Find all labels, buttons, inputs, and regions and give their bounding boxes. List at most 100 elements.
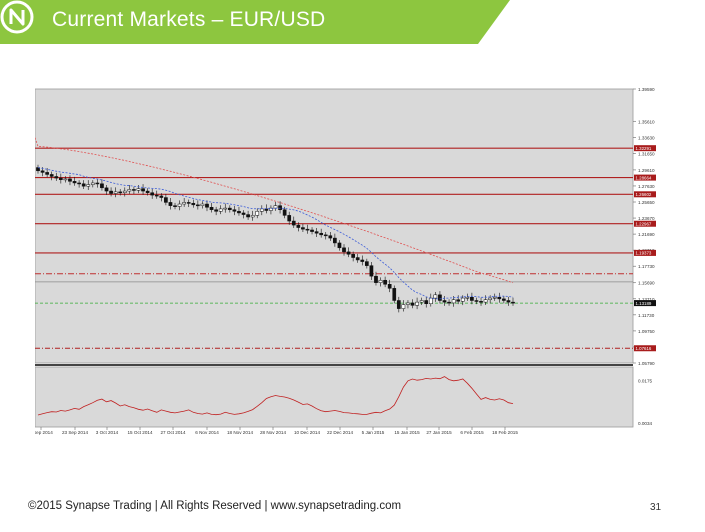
- candle-body: [132, 189, 136, 191]
- price-tick-label: 1.09750: [638, 329, 655, 334]
- candle-body: [442, 300, 447, 303]
- banner-background: [0, 0, 510, 44]
- resistance-price-label: 1.26602: [636, 192, 652, 197]
- candle-body: [218, 208, 223, 212]
- x-tick-label: 28 Nov 2014: [260, 430, 286, 435]
- candle-body: [54, 176, 59, 179]
- candle-body: [136, 188, 141, 191]
- candle-body: [264, 208, 269, 211]
- candle-body: [109, 190, 113, 194]
- candle-body: [310, 229, 314, 232]
- resistance-price-tag: [634, 220, 656, 227]
- candle-body: [40, 170, 45, 173]
- candle-body: [214, 209, 218, 212]
- resistance-price-label: 1.07616: [636, 346, 652, 351]
- candle-body: [255, 211, 260, 216]
- candle-body: [364, 261, 369, 266]
- price-tick-label: 1.25650: [638, 200, 655, 205]
- candle-body: [150, 192, 155, 196]
- candle-body: [164, 197, 168, 203]
- candle-body: [182, 202, 187, 205]
- candle-body: [305, 228, 310, 231]
- synapse-logo-icon: [0, 0, 34, 34]
- price-panel: [34, 88, 634, 364]
- resistance-price-label: 1.19373: [636, 251, 652, 256]
- candle-body: [410, 302, 415, 306]
- indicator-panel: [34, 366, 634, 428]
- x-tick-label: 27 Jan 2015: [426, 430, 452, 435]
- candle-body: [428, 297, 433, 304]
- candle-body: [401, 304, 406, 309]
- resistance-price-label: 1.32291: [636, 146, 652, 151]
- current-price-label: 1.13189: [636, 301, 652, 306]
- candle-body: [127, 189, 132, 192]
- candle-body: [278, 205, 282, 210]
- candle-body: [209, 207, 214, 210]
- candle-body: [191, 202, 196, 206]
- candle-body: [319, 232, 324, 236]
- candle-body: [447, 301, 451, 304]
- candle-body: [154, 194, 159, 197]
- x-tick-label: 9 Sep 2014: [35, 430, 53, 435]
- candle-body: [186, 202, 191, 204]
- footer-copyright: ©2015 Synapse Trading | All Rights Reser…: [28, 500, 402, 512]
- candle-body: [374, 275, 378, 283]
- fast-moving-average: [37, 167, 514, 300]
- candle-body: [200, 203, 205, 206]
- candle-body: [113, 191, 118, 194]
- candle-body: [246, 214, 250, 218]
- candle-body: [273, 205, 278, 209]
- resistance-price-tag: [634, 191, 656, 198]
- candle-body: [227, 207, 232, 210]
- price-tick-label: 1.29610: [638, 168, 655, 173]
- price-tick-label: 1.05790: [638, 361, 655, 366]
- candle-body: [328, 235, 333, 239]
- candle-body: [506, 300, 511, 303]
- price-tick-label: 1.33630: [638, 135, 655, 140]
- candle-body: [141, 188, 145, 192]
- candle-body: [81, 183, 86, 187]
- candle-body: [241, 212, 246, 215]
- current-price-tag: [634, 300, 656, 307]
- candle-body: [456, 299, 461, 302]
- candle-body: [90, 182, 95, 185]
- candle-body: [351, 254, 355, 258]
- x-tick-label: 27 Oct 2014: [160, 430, 185, 435]
- candle-body: [269, 207, 273, 211]
- candle-body: [392, 288, 397, 301]
- candle-body: [511, 301, 515, 304]
- price-tick-label: 1.27630: [638, 184, 655, 189]
- candle-body: [86, 184, 91, 187]
- candle-body: [470, 297, 474, 301]
- candle-body: [396, 300, 401, 309]
- candle-body: [483, 299, 488, 303]
- candle-body: [383, 279, 387, 285]
- candle-body: [173, 205, 177, 207]
- x-tick-label: 5 Jan 2015: [362, 430, 385, 435]
- candle-body: [237, 211, 241, 214]
- title-banner: Current Markets – EUR/USD: [0, 0, 705, 44]
- candle-body: [291, 220, 296, 226]
- price-tick-label: 1.21690: [638, 232, 655, 237]
- candle-body: [474, 300, 479, 302]
- candle-body: [378, 279, 383, 283]
- candle-body: [492, 297, 497, 299]
- candle-body: [58, 177, 63, 180]
- x-tick-label: 15 Oct 2014: [127, 430, 152, 435]
- candle-body: [250, 215, 255, 218]
- candle-body: [360, 259, 365, 262]
- x-tick-label: 6 Feb 2015: [460, 430, 484, 435]
- x-tick-label: 23 Sep 2014: [62, 430, 89, 435]
- price-tick-label: 1.17730: [638, 264, 655, 269]
- candle-body: [460, 297, 465, 302]
- x-tick-label: 3 Oct 2014: [96, 430, 119, 435]
- candle-body: [177, 203, 182, 207]
- resistance-price-tag: [634, 249, 656, 256]
- candle-body: [145, 190, 150, 193]
- candle-body: [104, 187, 109, 192]
- resistance-price-tag: [634, 145, 656, 152]
- candle-body: [346, 251, 351, 255]
- candle-body: [100, 183, 104, 189]
- candle-body: [287, 215, 292, 222]
- candle-body: [63, 178, 68, 181]
